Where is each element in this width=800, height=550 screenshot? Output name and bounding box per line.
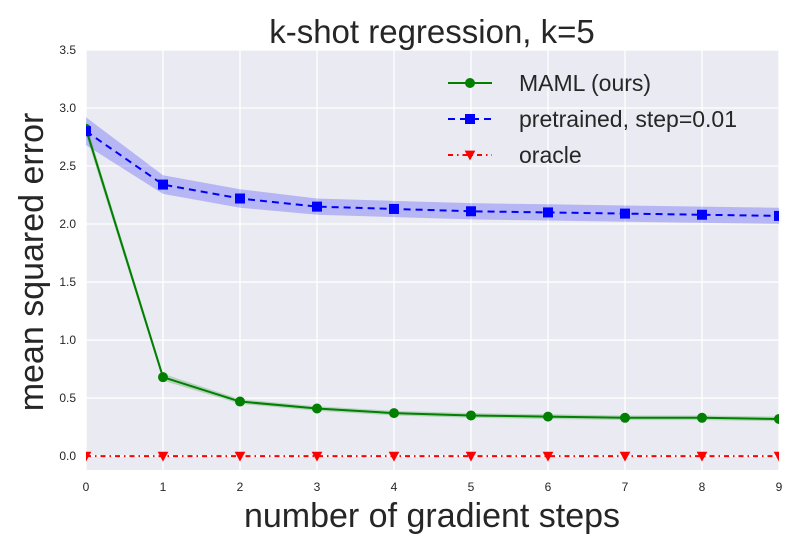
legend-marker-pretrained xyxy=(465,114,475,124)
point-oracle xyxy=(696,451,708,462)
legend-label-oracle: oracle xyxy=(519,142,582,168)
x-tick-label: 4 xyxy=(391,480,398,494)
point-oracle xyxy=(619,451,631,462)
x-tick-labels: 0 1 2 3 4 5 6 7 8 9 xyxy=(83,480,783,494)
y-tick-label: 3.0 xyxy=(59,101,76,115)
x-tick-label: 1 xyxy=(160,480,167,494)
point-maml xyxy=(235,396,245,407)
point-pretrained xyxy=(158,179,168,190)
series-lines xyxy=(86,128,779,458)
point-pretrained xyxy=(466,206,476,217)
error-bands xyxy=(86,117,779,422)
y-tick-label: 0.0 xyxy=(59,449,76,463)
point-pretrained xyxy=(697,209,707,220)
point-maml xyxy=(620,412,630,423)
point-pretrained xyxy=(389,203,399,214)
line-maml xyxy=(86,128,779,420)
legend-item-maml: MAML (ours) xyxy=(448,70,651,96)
point-maml xyxy=(774,413,779,424)
grid xyxy=(85,49,780,470)
legend-marker-maml xyxy=(465,78,475,88)
point-oracle xyxy=(157,451,169,462)
x-tick-label: 5 xyxy=(468,480,475,494)
chart-title: k-shot regression, k=5 xyxy=(269,13,595,50)
y-tick-label: 0.5 xyxy=(59,391,76,405)
point-oracle xyxy=(234,451,246,462)
point-oracle xyxy=(465,451,477,462)
y-tick-label: 2.0 xyxy=(59,217,76,231)
point-maml xyxy=(312,403,322,414)
y-tick-label: 3.5 xyxy=(59,43,76,57)
point-maml xyxy=(158,372,168,383)
point-maml xyxy=(697,412,707,423)
y-tick-labels: 0.0 0.5 1.0 1.5 2.0 2.5 3.0 3.5 xyxy=(59,43,76,463)
point-oracle xyxy=(542,451,554,462)
y-axis-label: mean squared error xyxy=(13,113,51,412)
legend-point-maml xyxy=(465,78,475,88)
x-tick-label: 8 xyxy=(699,480,706,494)
point-maml xyxy=(543,411,553,422)
point-pretrained xyxy=(543,207,553,218)
x-tick-label: 3 xyxy=(314,480,321,494)
plot-area xyxy=(86,50,779,470)
point-oracle xyxy=(311,451,323,462)
series-markers xyxy=(86,123,779,462)
x-tick-label: 0 xyxy=(83,480,90,494)
x-tick-label: 9 xyxy=(776,480,783,494)
line-pretrained xyxy=(86,130,779,217)
point-pretrained xyxy=(235,193,245,204)
point-oracle xyxy=(388,451,400,462)
x-axis-label: number of gradient steps xyxy=(244,497,620,535)
point-pretrained xyxy=(620,208,630,219)
y-tick-label: 1.0 xyxy=(59,333,76,347)
point-oracle xyxy=(773,451,779,462)
x-tick-label: 2 xyxy=(237,480,244,494)
legend-marker-oracle xyxy=(464,150,476,161)
legend-item-oracle: oracle xyxy=(448,142,582,168)
x-tick-label: 7 xyxy=(622,480,629,494)
point-maml xyxy=(389,408,399,419)
legend: MAML (ours) pretrained, step=0.01 oracle xyxy=(448,70,737,168)
legend-point-oracle xyxy=(464,150,476,161)
point-maml xyxy=(466,410,476,421)
legend-label-pretrained: pretrained, step=0.01 xyxy=(519,106,737,132)
legend-label-maml: MAML (ours) xyxy=(519,70,651,96)
y-tick-label: 1.5 xyxy=(59,275,76,289)
point-oracle xyxy=(86,451,92,462)
point-pretrained xyxy=(86,126,91,137)
band-pretrained xyxy=(86,117,779,225)
x-tick-label: 6 xyxy=(545,480,552,494)
point-pretrained xyxy=(774,210,779,221)
legend-point-pretrained xyxy=(465,114,475,124)
legend-item-pretrained: pretrained, step=0.01 xyxy=(448,106,737,132)
y-tick-label: 2.5 xyxy=(59,159,76,173)
point-pretrained xyxy=(312,201,322,212)
